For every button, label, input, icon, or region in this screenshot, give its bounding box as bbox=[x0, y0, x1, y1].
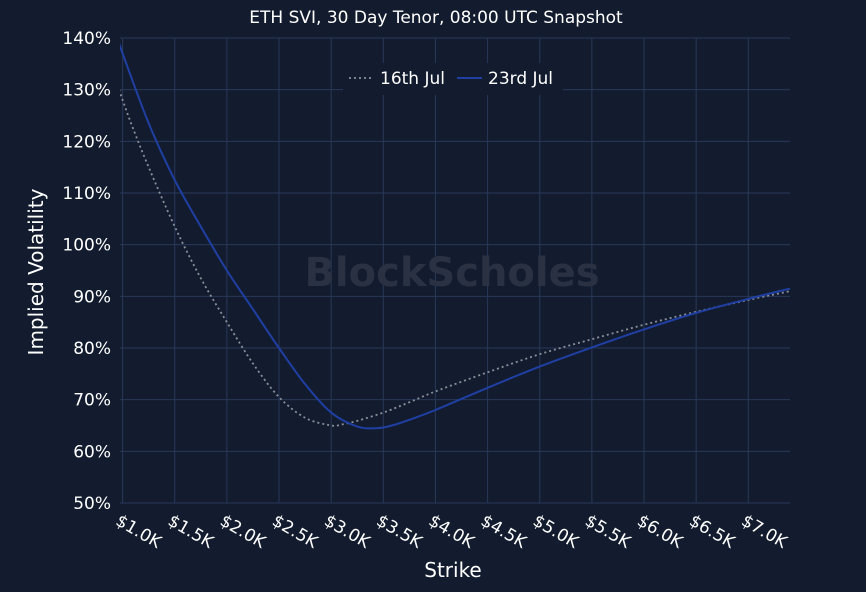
x-axis-label: Strike bbox=[424, 558, 482, 582]
y-axis-label: Implied Volatility bbox=[24, 188, 48, 355]
y-tick-label: 130% bbox=[62, 81, 111, 101]
series-group bbox=[120, 43, 791, 430]
y-tick-labels: 50% 60% 70% 80% 90% 100% 110% 120% 130% 140% bbox=[62, 29, 111, 514]
legend: 16th Jul 23rd Jul bbox=[343, 63, 563, 95]
x-tick-label: $2.0K bbox=[216, 511, 269, 553]
y-tick-label: 140% bbox=[62, 29, 111, 49]
watermark-text: BlockScholes bbox=[304, 250, 599, 296]
y-tick-label: 110% bbox=[62, 184, 111, 204]
x-tick-label: $5.0K bbox=[529, 511, 582, 553]
x-tick-label: $6.5K bbox=[686, 511, 739, 553]
y-tick-label: 80% bbox=[73, 339, 111, 359]
y-tick-label: 120% bbox=[62, 132, 111, 152]
x-tick-label: $1.5K bbox=[164, 511, 217, 553]
x-tick-label: $6.0K bbox=[634, 511, 687, 553]
y-tick-label: 60% bbox=[73, 442, 111, 462]
x-tick-label: $3.5K bbox=[373, 511, 426, 553]
x-tick-label: $1.0K bbox=[112, 511, 165, 553]
legend-label-16th-jul: 16th Jul bbox=[380, 69, 445, 89]
x-tick-label: $5.5K bbox=[581, 511, 634, 553]
y-tick-label: 100% bbox=[62, 236, 111, 256]
y-tick-label: 70% bbox=[73, 391, 111, 411]
series-line-23rd-jul bbox=[120, 43, 791, 430]
legend-label-23rd-jul: 23rd Jul bbox=[488, 69, 553, 89]
legend-background bbox=[343, 63, 563, 95]
x-tick-label: $4.0K bbox=[425, 511, 478, 553]
x-tick-labels: $1.0K $1.5K $2.0K $2.5K $3.0K $3.5K $4.0K $4.5K… bbox=[112, 511, 791, 553]
y-tick-label: 90% bbox=[73, 287, 111, 307]
x-tick-label: $7.0K bbox=[738, 511, 791, 553]
x-tick-label: $4.5K bbox=[477, 511, 530, 553]
chart-title: ETH SVI, 30 Day Tenor, 08:00 UTC Snapsho… bbox=[249, 8, 623, 28]
x-tick-label: $3.0K bbox=[321, 511, 374, 553]
x-tick-label: $2.5K bbox=[269, 511, 322, 553]
y-tick-label: 50% bbox=[73, 494, 111, 514]
series-line-16th-jul bbox=[120, 89, 791, 427]
